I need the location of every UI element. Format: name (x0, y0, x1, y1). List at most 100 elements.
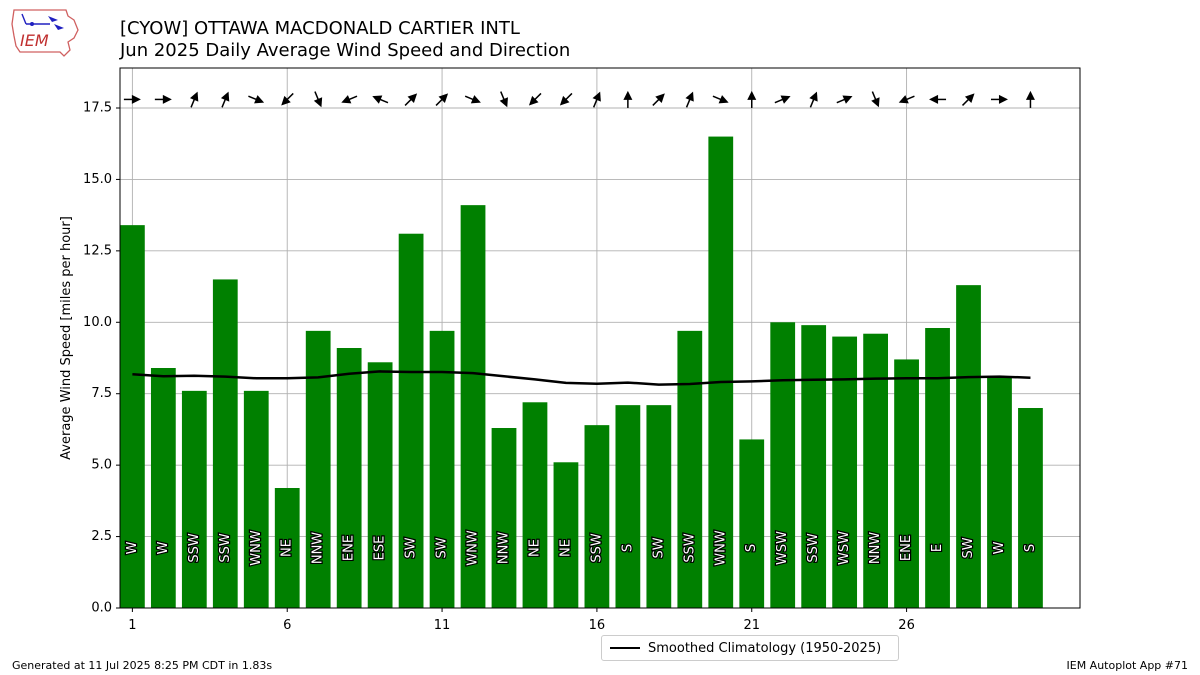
bar (646, 405, 672, 608)
wind-arrow (871, 91, 880, 108)
bar (305, 330, 331, 608)
wind-arrow (652, 93, 665, 106)
wind-arrow (464, 95, 481, 104)
direction-label: SSW (806, 533, 821, 563)
bar (243, 390, 269, 608)
wind-arrow (435, 93, 449, 106)
direction-label: ENE (899, 535, 914, 561)
wind-arrow-head (407, 93, 418, 103)
legend-label: Smoothed Climatology (1950-2025) (648, 640, 882, 656)
direction-label: WNW (249, 530, 264, 566)
x-tick-label: 1 (128, 618, 136, 633)
y-tick-label: 15.0 (83, 172, 112, 187)
wind-arrow (404, 93, 418, 106)
bar (491, 428, 517, 608)
direction-label: SSW (187, 533, 202, 563)
direction-label: W (125, 541, 140, 554)
footer-generated: Generated at 11 Jul 2025 8:25 PM CDT in … (12, 659, 273, 672)
wind-arrow-head (842, 95, 853, 104)
y-axis-label: Average Wind Speed [miles per hour] (59, 216, 74, 460)
wind-arrow-head (438, 93, 449, 103)
direction-label: SSW (682, 533, 697, 563)
direction-label: NE (558, 539, 573, 557)
direction-label: W (992, 541, 1007, 554)
direction-label: NNW (311, 532, 326, 564)
direction-label: SW (435, 537, 450, 558)
climatology-line (132, 370, 1031, 386)
direction-label: WSW (837, 531, 852, 565)
direction-label: SW (404, 537, 419, 558)
wind-arrow-head (528, 95, 539, 106)
bar (336, 348, 362, 608)
direction-label: S (620, 544, 635, 552)
direction-label: ESE (373, 536, 388, 561)
x-tick-label: 6 (283, 618, 291, 633)
bar (894, 359, 919, 608)
wind-arrow (747, 90, 757, 108)
wind-arrow-head (998, 94, 1008, 104)
y-tick-label: 7.5 (91, 386, 112, 401)
bar (274, 488, 300, 608)
wind-arrow (313, 91, 323, 108)
y-tick-label: 10.0 (83, 315, 112, 330)
wind-arrow-head (809, 91, 818, 102)
wind-arrow (836, 95, 853, 104)
wind-arrow-head (929, 94, 939, 104)
wind-arrow (774, 95, 791, 104)
direction-label: WNW (713, 530, 728, 566)
wind-arrow-head (220, 91, 230, 102)
wind-arrow-head (898, 95, 909, 104)
bar (956, 285, 981, 608)
bar (398, 233, 424, 608)
wind-arrow-head (281, 95, 291, 106)
wind-arrow (220, 91, 230, 108)
wind-arrow (929, 94, 947, 104)
direction-label: WSW (775, 531, 790, 565)
bar (522, 402, 548, 608)
wind-arrow-head (341, 95, 352, 104)
wind-arrow-head (685, 91, 694, 102)
y-tick-label: 5.0 (91, 458, 112, 473)
x-tick-label: 26 (898, 618, 915, 633)
direction-label: NE (280, 539, 295, 557)
wind-arrow (341, 95, 358, 104)
wind-arrow-head (162, 94, 172, 104)
bar (212, 279, 238, 608)
wind-arrow-head (1025, 90, 1035, 100)
bar (863, 333, 888, 608)
direction-label: W (156, 541, 171, 554)
wind-arrow-head (254, 95, 265, 104)
wind-arrow-head (655, 93, 665, 103)
x-tick-label: 11 (434, 618, 451, 633)
direction-label: NNW (868, 532, 883, 564)
wind-arrow-head (718, 95, 729, 104)
direction-label: S (1023, 544, 1038, 552)
x-tick-label: 21 (743, 618, 760, 633)
x-tick-label: 16 (589, 618, 606, 633)
wind-arrow-head (131, 94, 141, 104)
bar (832, 336, 858, 608)
bar (460, 205, 486, 608)
wind-arrow-head (780, 95, 791, 104)
bar (584, 425, 610, 608)
bar (181, 390, 207, 608)
logo-text: IEM (20, 31, 49, 50)
bar (708, 136, 734, 609)
direction-label: ENE (342, 535, 357, 561)
bar (429, 330, 455, 608)
direction-label: E (930, 544, 945, 552)
plot-frame (119, 67, 1081, 609)
wind-arrow-head (470, 95, 481, 104)
wind-arrow (990, 94, 1008, 104)
wind-arrow (1025, 90, 1035, 108)
wind-arrow (592, 91, 601, 108)
wind-arrow (189, 91, 199, 108)
legend: Smoothed Climatology (1950-2025) (601, 635, 899, 661)
wind-arrow (961, 93, 975, 106)
direction-label: NE (527, 539, 542, 557)
wind-arrow-head (499, 97, 508, 108)
wind-arrow (154, 94, 172, 104)
direction-label: SSW (218, 533, 233, 563)
bar (1018, 408, 1043, 608)
